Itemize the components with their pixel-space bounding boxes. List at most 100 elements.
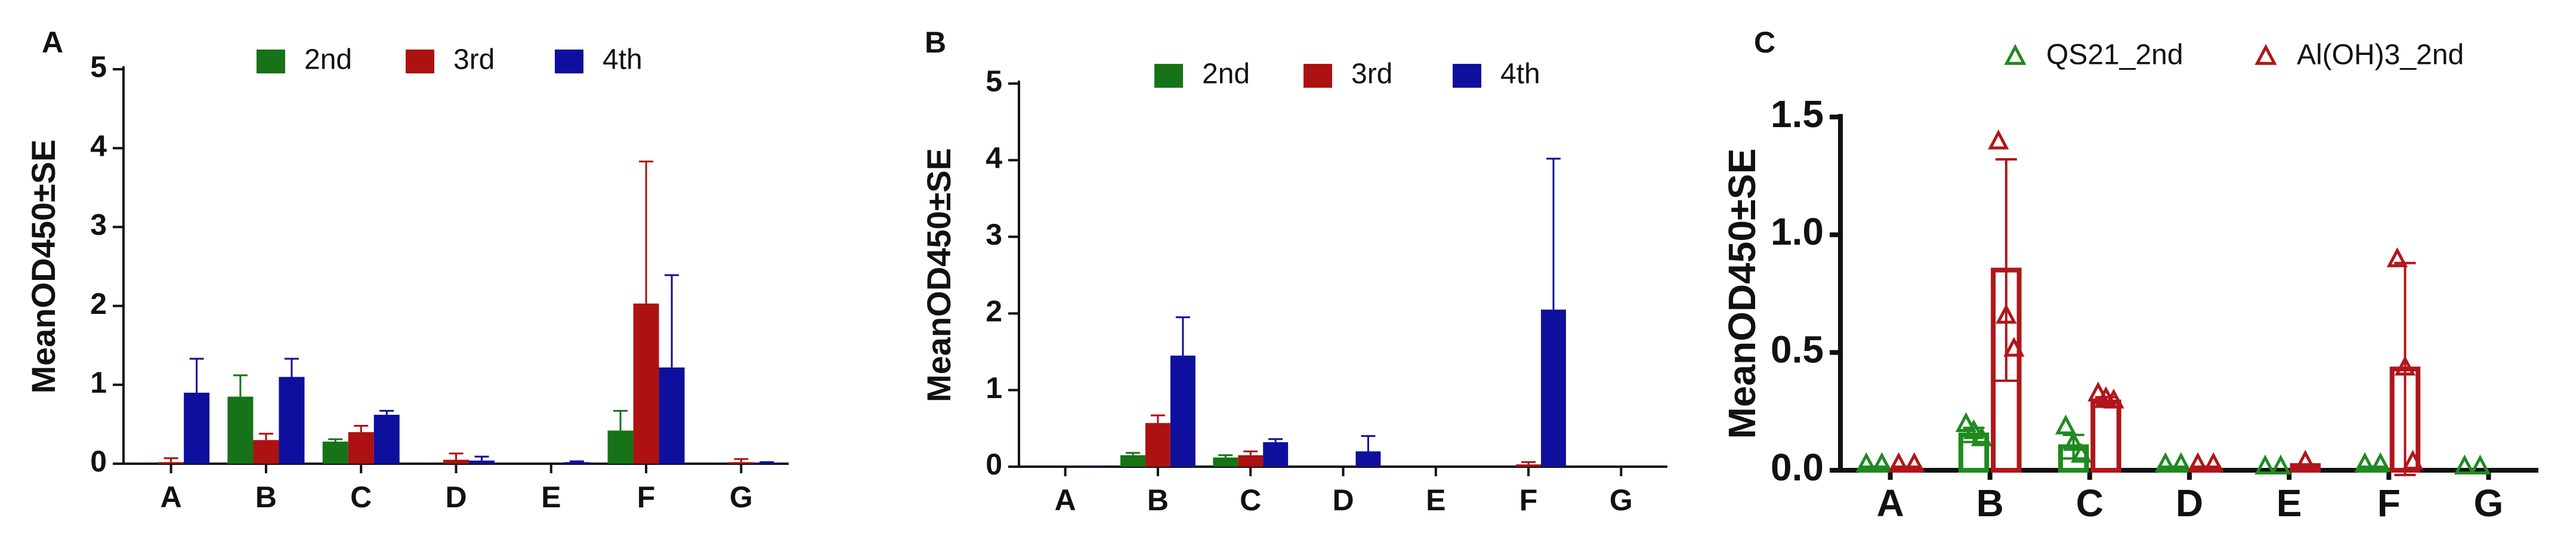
x-tick-label: G <box>730 480 753 514</box>
data-point <box>2394 355 2416 376</box>
bar <box>348 432 374 464</box>
y-tick-label: 0 <box>90 445 107 478</box>
x-tick-label: D <box>1332 483 1354 517</box>
data-point <box>2063 431 2084 451</box>
data-point <box>1904 452 1925 473</box>
bar <box>322 441 348 464</box>
x-tick-label: F <box>2377 482 2401 525</box>
y-tick-label: 4 <box>986 141 1002 175</box>
y-tick-label: 1 <box>986 371 1002 405</box>
bar <box>279 377 305 464</box>
x-tick-label: E <box>541 480 561 514</box>
data-point <box>1955 412 1977 432</box>
bar <box>2290 463 2321 473</box>
legend-label: QS21_2nd <box>2046 39 2183 71</box>
data-point <box>2170 452 2192 473</box>
data-point <box>1988 130 2009 150</box>
bar <box>1238 455 1264 467</box>
data-point <box>2055 414 2077 434</box>
data-point <box>1970 426 1993 446</box>
data-point <box>1855 452 1877 473</box>
y-axis-label: MeanOD450±SE <box>24 139 62 393</box>
panel-label: A <box>42 26 63 59</box>
legend-label: 2nd <box>1202 58 1250 90</box>
x-tick-label: A <box>1876 482 1904 525</box>
bar <box>253 440 279 464</box>
y-tick-label: 4 <box>90 129 107 162</box>
data-point <box>2071 442 2092 463</box>
x-tick-label: A <box>1055 483 1076 517</box>
bar <box>633 303 659 464</box>
bar <box>1263 442 1289 467</box>
data-point <box>1996 304 2017 324</box>
x-tick-label: E <box>1426 483 1445 517</box>
panel-label: B <box>925 26 946 59</box>
data-point <box>2270 454 2291 474</box>
data-point <box>1871 452 1893 473</box>
x-tick-label: G <box>2474 482 2504 525</box>
data-point <box>2103 389 2124 409</box>
y-tick-label: 0.0 <box>1771 446 1824 489</box>
bar <box>469 460 495 464</box>
legend-label: Al(OH)3_2nd <box>2297 39 2464 71</box>
x-tick-label: C <box>2076 482 2104 525</box>
x-tick-label: F <box>1519 483 1538 517</box>
data-point <box>2155 452 2176 473</box>
y-tick-label: 1 <box>90 366 107 399</box>
data-point <box>1888 452 1910 473</box>
x-tick-label: F <box>637 480 656 514</box>
x-tick-label: E <box>2277 482 2302 525</box>
legend-swatch <box>2004 44 2027 65</box>
data-point <box>2087 381 2109 402</box>
x-tick-label: A <box>160 480 182 514</box>
data-point <box>2386 247 2408 267</box>
bar <box>158 462 184 464</box>
bar <box>564 462 590 464</box>
x-tick-label: C <box>350 480 372 514</box>
legend-swatch <box>1154 64 1183 88</box>
legend-label: 4th <box>1500 58 1540 90</box>
x-tick-label: C <box>1240 483 1261 517</box>
bar <box>1120 455 1145 467</box>
y-tick-label: 5 <box>986 64 1002 98</box>
bar <box>227 396 254 464</box>
y-tick-label: 5 <box>90 50 107 84</box>
legend-swatch <box>555 50 583 73</box>
legend-label: 2nd <box>304 44 352 76</box>
data-point <box>2402 449 2424 470</box>
data-point <box>2454 454 2475 474</box>
legend-swatch <box>1453 64 1481 88</box>
x-tick-label: D <box>445 480 467 514</box>
bar <box>1213 457 1238 467</box>
bar <box>607 430 634 464</box>
y-tick-label: 3 <box>986 218 1002 251</box>
bar <box>1145 423 1170 467</box>
bar <box>728 462 754 464</box>
legend-swatch <box>406 50 434 73</box>
bar <box>1355 451 1381 467</box>
legend-swatch <box>2254 44 2277 65</box>
bar <box>2090 399 2121 473</box>
bar <box>1541 309 1566 467</box>
x-tick-label: B <box>1976 482 2004 525</box>
y-tick-label: 2 <box>90 287 107 320</box>
legend-swatch <box>1304 64 1332 88</box>
y-tick-label: 1.5 <box>1771 93 1824 135</box>
y-tick-label: 0 <box>986 448 1002 481</box>
y-axis-label: MeanOD450±SE <box>1721 149 1763 439</box>
legend-label: 3rd <box>453 44 495 76</box>
bar <box>443 460 470 464</box>
y-axis-label: MeanOD450±SE <box>920 148 957 402</box>
bar <box>753 463 780 464</box>
data-point <box>2187 452 2209 473</box>
bar <box>373 415 400 464</box>
y-tick-label: 0.5 <box>1771 328 1824 371</box>
bar <box>1516 464 1542 467</box>
legend-label: 4th <box>603 44 643 76</box>
x-tick-label: B <box>255 480 277 514</box>
data-point <box>2469 454 2491 474</box>
data-point <box>2254 454 2276 474</box>
x-tick-label: G <box>1610 483 1633 517</box>
x-tick-label: D <box>2176 482 2203 525</box>
